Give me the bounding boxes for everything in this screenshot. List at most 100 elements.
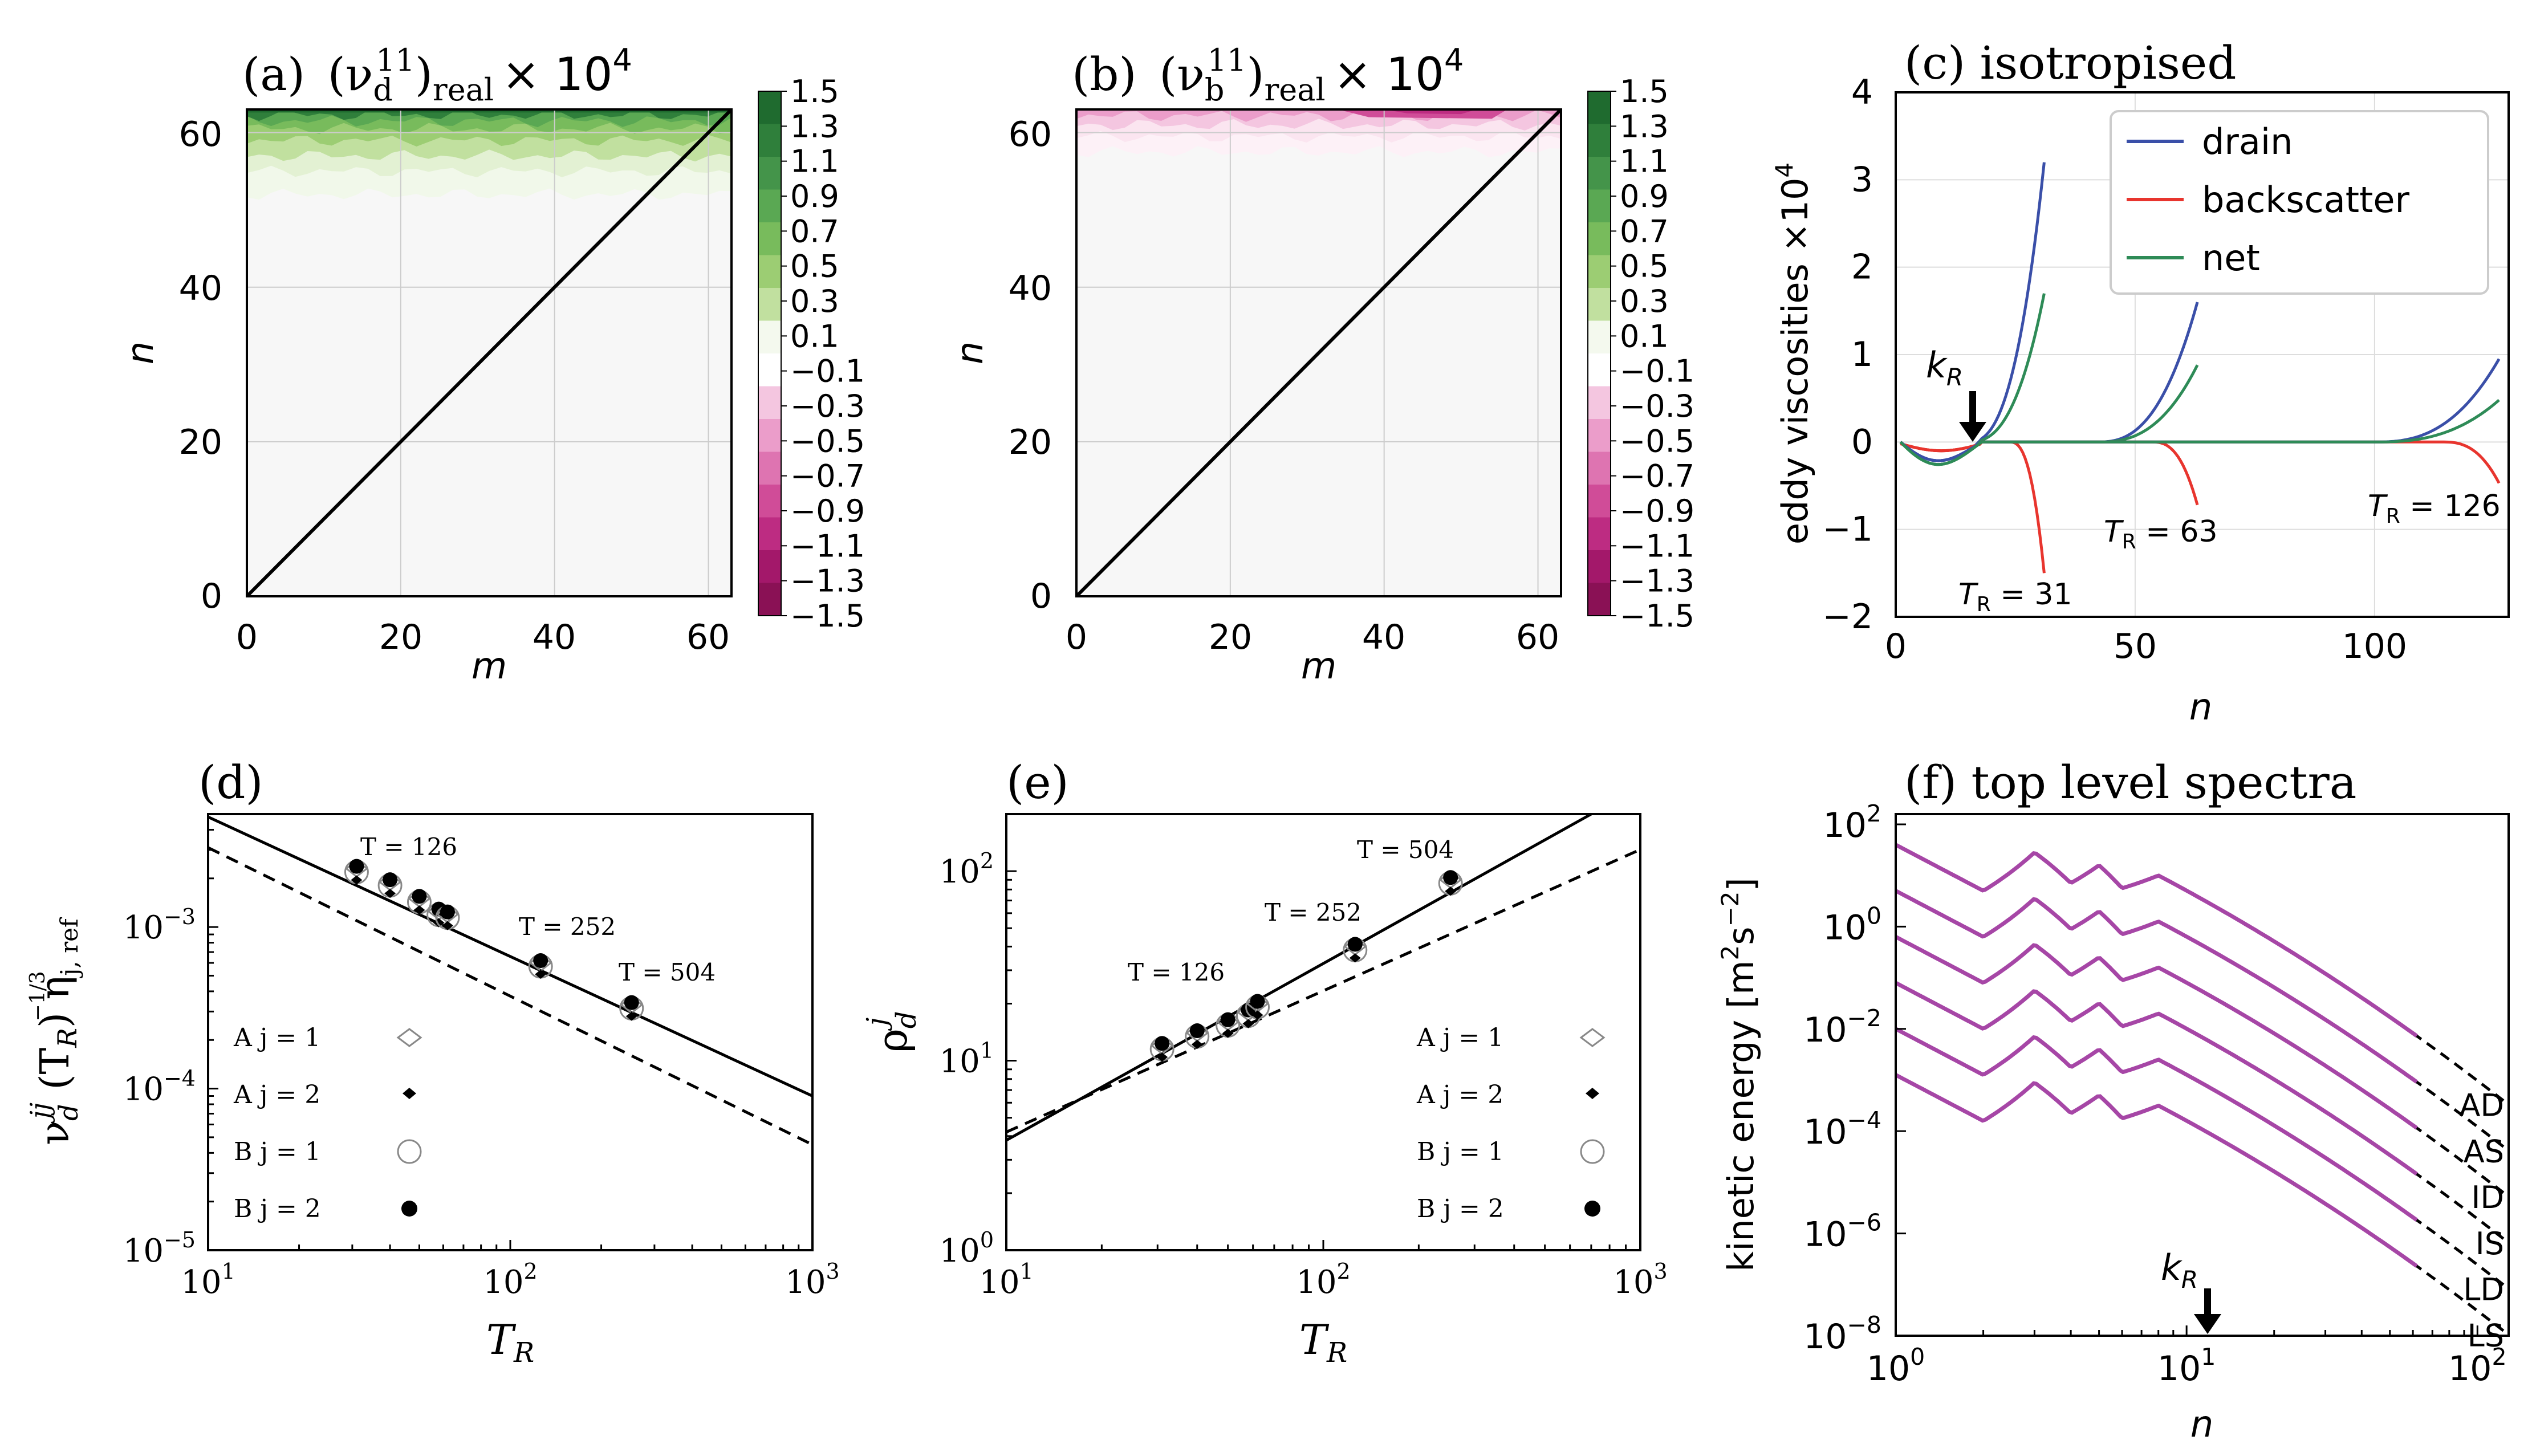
scatter-d-lines (207, 815, 814, 1146)
colorbar-tick-label: −0.5 (790, 423, 865, 459)
x-tick-label: 101 (979, 1259, 1033, 1301)
colorbar-tick-label: −1.3 (1620, 563, 1694, 599)
colorbar-tick-label: −0.5 (1620, 423, 1694, 459)
line-f-dashed-LD (2412, 1216, 2510, 1290)
legend-e-filled-diamond-marker (1586, 1088, 1599, 1099)
heatmap-a-ytick: 0 (201, 576, 222, 616)
colorbar-tick-label: −0.3 (790, 388, 865, 424)
line-f-dashed-AS (2412, 1078, 2510, 1152)
legend-d-a1: A j = 1 (233, 1023, 320, 1052)
legend-e-filled-circle-marker (1584, 1201, 1600, 1217)
scatter-e-frame (1005, 813, 1641, 1251)
colorbar-tick-label: 1.1 (1620, 144, 1669, 180)
line-c-ytick: 3 (1851, 160, 1873, 200)
legend-e-a1: A j = 1 (1416, 1023, 1503, 1052)
colorbar-segment (1588, 419, 1611, 452)
marker-filled-diamond (1156, 1052, 1168, 1062)
heatmap-a-xlabel: m (472, 645, 507, 688)
marker-filled-circle (1250, 994, 1265, 1009)
heatmap-b-xtick: 20 (1209, 617, 1252, 657)
line-c-ytick: 1 (1851, 335, 1873, 375)
marker-filled-diamond (1445, 886, 1457, 896)
marker-filled-diamond (351, 875, 363, 885)
marker-filled-circle (533, 953, 548, 968)
colorbar-tick-label: 0.7 (790, 213, 839, 249)
line-f-kr-arrow (2194, 1288, 2221, 1334)
colorbar-segment (758, 419, 781, 452)
line-c-ytick: −2 (1823, 597, 1873, 637)
legend-e-a2: A j = 2 (1416, 1080, 1503, 1109)
marker-filled-circle (1220, 1012, 1235, 1027)
line-f-series-label: ID (2471, 1180, 2504, 1215)
colorbar-segment (1588, 124, 1611, 157)
x-tick-label: 102 (483, 1259, 537, 1301)
line-c-xtick: 0 (1885, 627, 1907, 666)
fit-dashed-line (1005, 848, 1641, 1134)
line-f-AS (1895, 889, 2418, 1084)
colorbar-b-ticks: 1.51.31.10.90.70.50.30.1−0.1−0.3−0.5−0.7… (1611, 74, 1694, 634)
colorbar-tick-label: −0.1 (1620, 353, 1694, 389)
legend-d-open-circle-marker (397, 1139, 422, 1164)
legend-e-b2: B j = 2 (1417, 1194, 1504, 1223)
panel-b-title: (b) (νb11)real × 104 (1072, 42, 1464, 108)
colorbar-segment (758, 583, 781, 616)
colorbar-segment (1588, 157, 1611, 190)
heatmap-b-frame (1075, 108, 1562, 597)
y-tick-label: 10−2 (1803, 1004, 1881, 1050)
line-f-IS (1895, 981, 2418, 1176)
heatmap-a-ytick: 60 (179, 115, 222, 154)
colorbar-tick-label: 0.9 (790, 178, 839, 214)
colorbar-frame (758, 91, 782, 616)
heatmap-a-frame (246, 108, 733, 597)
heatmap-b-ytick: 40 (1009, 269, 1052, 308)
panel-f: (f) top level spectra 100 101 10210−810−61… (1716, 756, 2510, 1446)
colorbar-tick-label: −0.7 (790, 458, 865, 494)
legend-e-open-circle-marker (1580, 1139, 1605, 1164)
line-f-LD (1895, 1027, 2418, 1222)
colorbar-segment (1588, 288, 1611, 321)
x-tick-label: 100 (1867, 1343, 1925, 1389)
colorbar-tick-label: −0.9 (790, 493, 865, 529)
heatmap-b-ytick: 20 (1009, 422, 1052, 462)
line-c-xtick: 50 (2114, 627, 2157, 666)
colorbar-tick-label: 0.1 (1620, 318, 1669, 354)
colorbar-segment (1588, 517, 1611, 551)
x-tick-label: 101 (181, 1259, 235, 1301)
panel-a-title: (a) (νd11)real × 104 (242, 42, 632, 108)
line-c-ytick: 4 (1851, 72, 1873, 112)
line-f-series-label: LS (2468, 1317, 2504, 1353)
heatmap-b-ylabel: n (949, 341, 991, 365)
y-tick-label: 10−4 (123, 1066, 196, 1108)
panel-c-title: (c) isotropised (1904, 36, 2236, 90)
colorbar-tick-label: −0.7 (1620, 458, 1694, 494)
colorbar-tick-label: 0.7 (1620, 213, 1669, 249)
legend-d-filled-circle-marker (401, 1201, 417, 1217)
heatmap-b-xtick: 60 (1516, 617, 1559, 657)
line-c-xlabel: n (2189, 686, 2213, 729)
y-tick-label: 102 (940, 848, 994, 890)
colorbar-segment (758, 255, 781, 288)
y-tick-label: 100 (1823, 902, 1881, 947)
colorbar-segment (1588, 189, 1611, 223)
y-tick-label: 10−4 (1803, 1107, 1881, 1152)
heatmap-b-xtick: 0 (1066, 617, 1087, 657)
line-f-AD (1895, 843, 2418, 1038)
panel-d: (d) 101 102 103 10−5 10−4 10−3 T = 126 T = 25… (25, 756, 840, 1369)
colorbar-tick-label: 1.5 (1620, 74, 1669, 109)
line-f-ticks: 100 101 102 10−8 10−6 10−4 10−2 100 102 (1803, 800, 2506, 1389)
line-f-dashed-AD (2412, 1032, 2510, 1106)
colorbar-tick-label: 0.9 (1620, 178, 1669, 214)
marker-filled-diamond (384, 889, 396, 898)
marker-filled-diamond (1251, 1010, 1263, 1020)
heatmap-a-ytick: 20 (179, 422, 222, 462)
colorbar-segment (758, 320, 781, 354)
panel-b: (b) (νb11)real × 104 0 20 40 60 0 20 40 6… (949, 42, 1694, 688)
line-c-ylabel: eddy viscosities ×104 (1770, 162, 1816, 544)
marker-filled-circle (1347, 937, 1363, 952)
y-tick-label: 10−8 (1803, 1311, 1881, 1357)
x-tick-label: 102 (2448, 1343, 2506, 1389)
line-c-tr63-label: TR = 63 (2104, 515, 2218, 554)
scatter-e-lines (1005, 812, 1641, 1142)
